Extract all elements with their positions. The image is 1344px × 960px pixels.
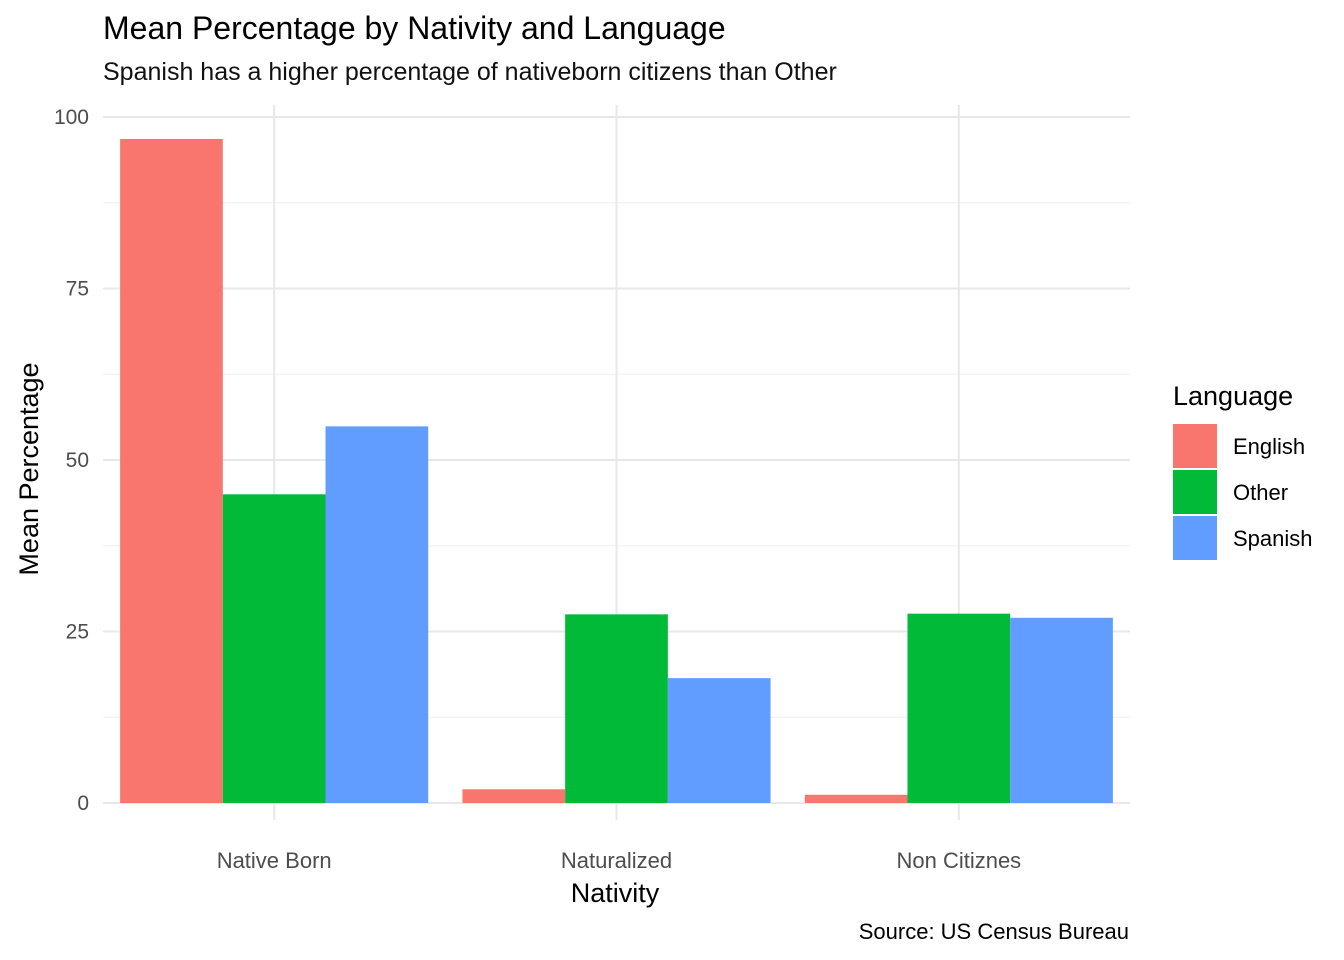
legend-key-other	[1173, 470, 1217, 514]
x-tick-label: Naturalized	[561, 848, 672, 873]
y-tick-label: 50	[66, 449, 89, 472]
legend-label: Spanish	[1233, 526, 1313, 551]
chart-subtitle: Spanish has a higher percentage of nativ…	[103, 58, 837, 86]
legend-key-english	[1173, 424, 1217, 468]
chart-caption: Source: US Census Bureau	[858, 919, 1129, 944]
legend-key-spanish	[1173, 516, 1217, 560]
legend: English Other Spanish	[1173, 424, 1313, 560]
bar-spanish	[667, 678, 771, 803]
x-tick-label: Native Born	[217, 848, 332, 873]
bars	[120, 138, 1113, 803]
x-axis-title: Nativity	[571, 878, 660, 908]
x-tick-label: Non Citiznes	[896, 848, 1021, 873]
y-tick-label: 25	[66, 621, 89, 644]
axis-labels: 0 25 50 75 100 Native Born Naturalized Non Citi…	[54, 106, 1021, 873]
bar-english	[804, 794, 908, 803]
y-tick-label: 75	[66, 278, 89, 301]
legend-title: Language	[1173, 381, 1293, 411]
y-tick-label: 0	[77, 792, 89, 815]
legend-label: Other	[1233, 480, 1288, 505]
y-tick-label: 100	[54, 106, 89, 129]
bar-english	[120, 138, 223, 803]
bar-english	[462, 789, 566, 803]
bar-spanish	[1010, 617, 1113, 803]
bar-other	[222, 494, 326, 803]
y-axis-title: Mean Percentage	[14, 362, 44, 575]
bar-other	[907, 613, 1011, 803]
bar-spanish	[325, 426, 429, 803]
bar-other	[565, 614, 668, 803]
chart-title: Mean Percentage by Nativity and Language	[103, 10, 726, 46]
legend-label: English	[1233, 434, 1305, 459]
